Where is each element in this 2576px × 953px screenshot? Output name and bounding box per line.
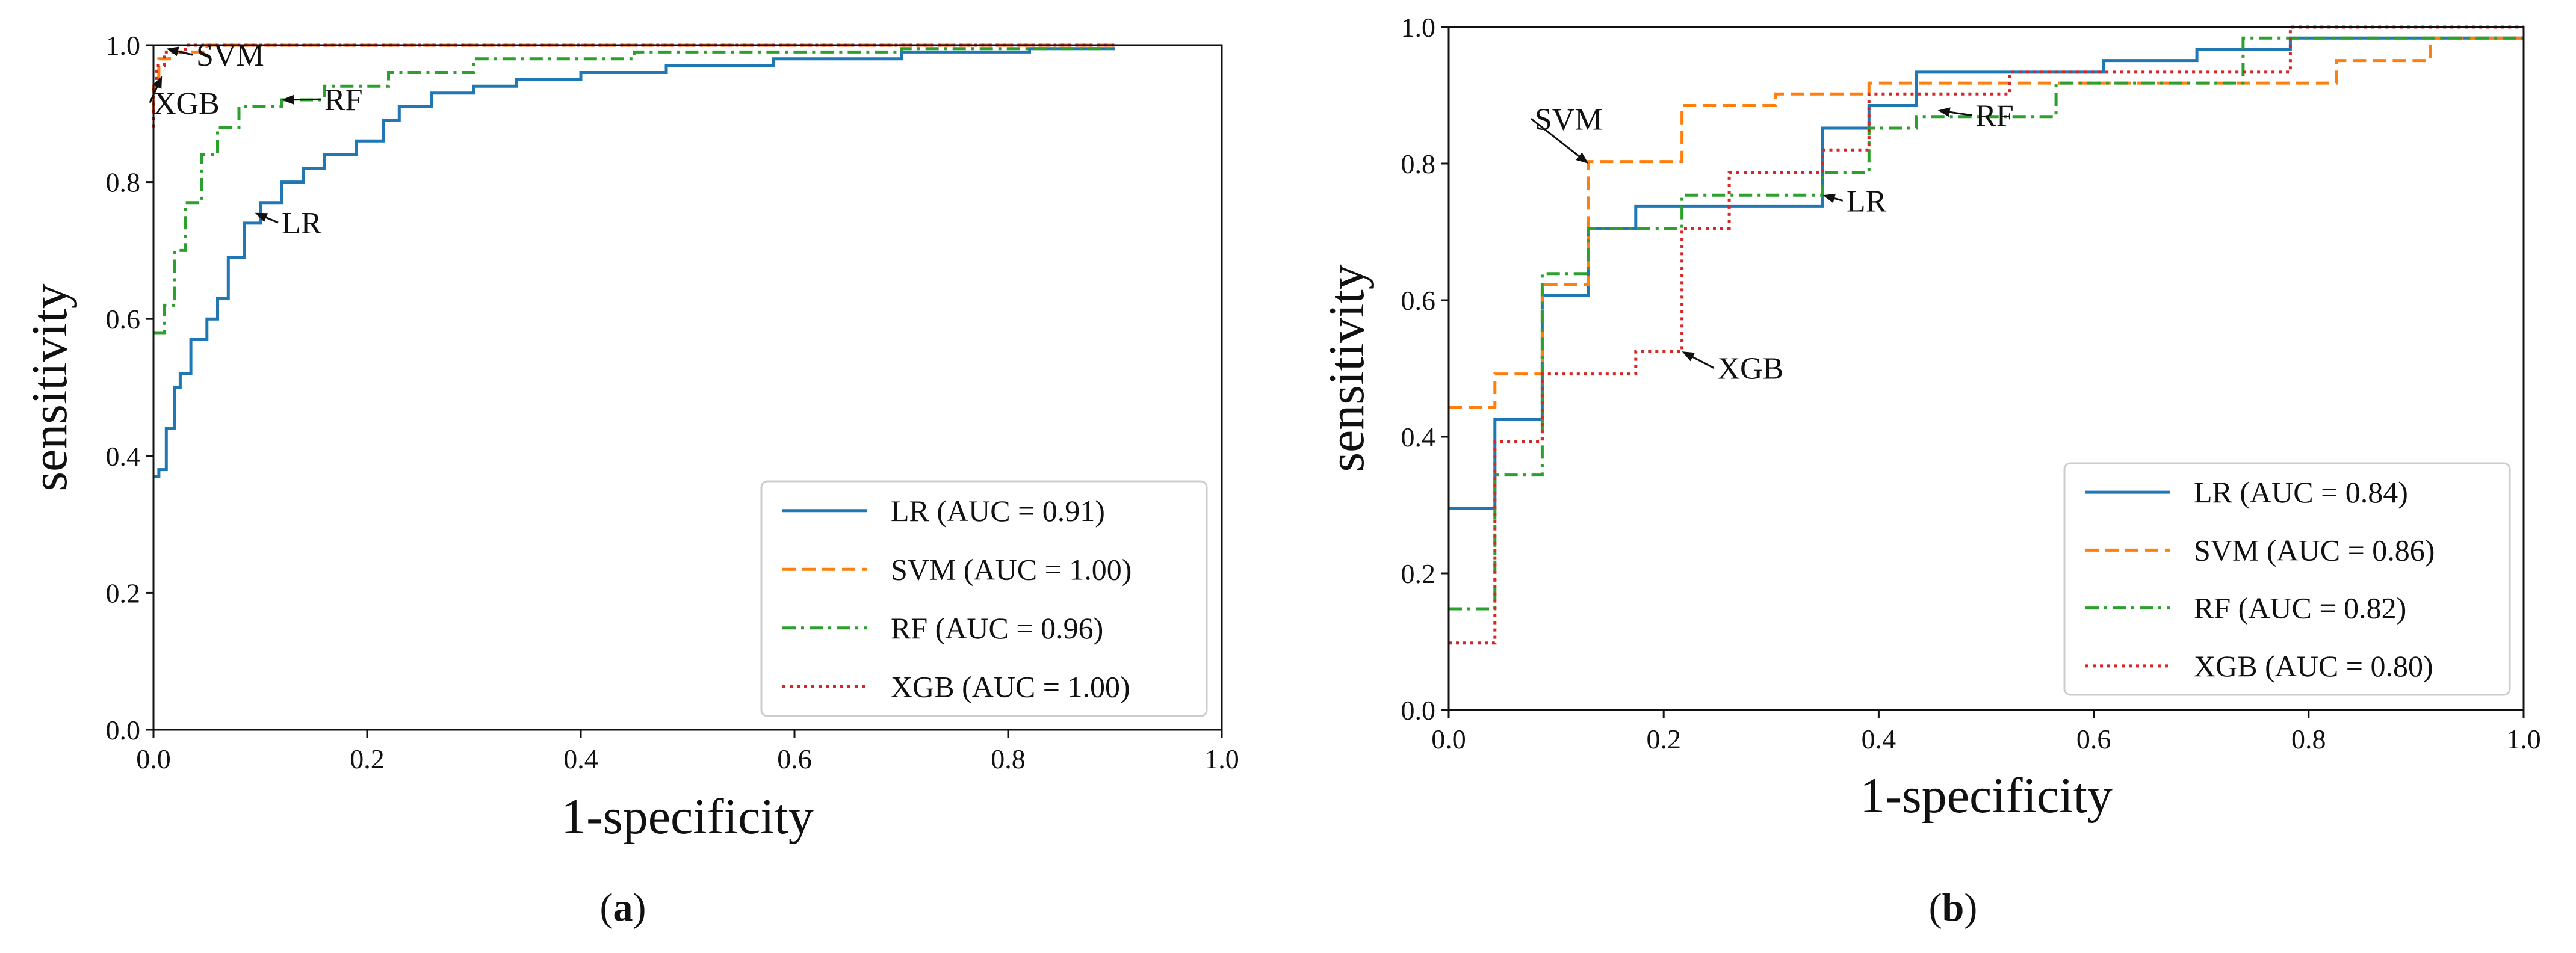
panel-a-annotation-arrowhead	[282, 94, 294, 105]
panel-a-xtick-label: 0.6	[777, 744, 812, 774]
panel-b-ytick-label: 0.2	[1401, 558, 1436, 589]
panel-b-annotation-lr: LR	[1847, 184, 1887, 218]
panel-b-xtick-label: 1.0	[2506, 724, 2541, 754]
panel-b-annotation-xgb: XGB	[1718, 352, 1784, 386]
panel-a-xtick-label: 1.0	[1204, 744, 1239, 774]
panel-a-legend-box	[760, 480, 1208, 717]
panel-a-legend-label-svm: SVM (AUC = 1.00)	[891, 552, 1132, 586]
panel-a-ytick-label: 0.4	[106, 441, 141, 472]
panel-a-legend: LR (AUC = 0.91) SVM (AUC = 1.00) RF (AUC =…	[760, 480, 1208, 717]
panel-b-ytick-label: 1.0	[1401, 12, 1436, 43]
panel-a-annotations: SVM XGB RF LR	[149, 39, 363, 241]
panel-a-plot-area	[152, 43, 1115, 478]
panel-a: 0.0 0.2 0.4 0.6 0.8 1.0 0.0 0.2 0.4 0.6 0.8 1.0 1-s…	[22, 30, 1239, 930]
panel-a-ytick-label: 1.0	[106, 30, 141, 61]
panel-b-annotation-arrowhead	[1682, 351, 1695, 362]
panel-b-legend-box	[2063, 462, 2511, 696]
panel-b-legend-label-rf: RF (AUC = 0.82)	[2194, 591, 2406, 625]
panel-b-legend-label-xgb: XGB (AUC = 0.80)	[2194, 649, 2433, 683]
panel-b-annotation-arrowhead	[1937, 107, 1951, 117]
panel-b-annotation-arrowhead	[1576, 152, 1589, 164]
panel-a-legend-label-xgb: XGB (AUC = 1.00)	[891, 670, 1130, 703]
panel-a-legend-label-rf: RF (AUC = 0.96)	[891, 611, 1103, 645]
panel-a-annotation-xgb: XGB	[153, 87, 220, 121]
panel-a-caption-letter: a	[613, 886, 633, 930]
panel-a-series-rf-line	[153, 47, 1115, 335]
panel-a-legend-label-lr: LR (AUC = 0.91)	[891, 494, 1105, 528]
panel-b-caption-close: )	[1964, 886, 1977, 930]
panel-b-annotation-arrow	[1530, 118, 1585, 161]
panel-b-plot-area	[1449, 25, 2524, 645]
panel-a-caption-close: )	[633, 886, 646, 930]
panel-b-xtick-label: 0.4	[1862, 724, 1896, 754]
panel-b-series-rf-line	[1449, 36, 2524, 611]
panel-a-xlabel: 1-specificity	[561, 789, 814, 845]
panel-a-ytick-label: 0.6	[106, 304, 141, 335]
panel-b-ylabel: sensitivity	[1319, 264, 1375, 472]
panel-b: 0.0 0.2 0.4 0.6 0.8 1.0 0.0 0.2 0.4 0.6 0.8 1.0 1-s…	[1319, 12, 2541, 930]
panel-a-annotation-svm: SVM	[196, 39, 264, 73]
panel-b-legend-label-lr: LR (AUC = 0.84)	[2194, 475, 2408, 509]
panel-a-ytick-label: 0.8	[106, 167, 141, 198]
panel-b-ticks: 0.0 0.2 0.4 0.6 0.8 1.0 0.0 0.2 0.4 0.6 0.8 1.0	[1401, 12, 2541, 754]
panel-a-ytick-label: 0.0	[106, 715, 141, 745]
panel-a-caption: (a)	[600, 886, 646, 930]
panel-b-caption: (b)	[1929, 886, 1978, 930]
panel-a-xtick-label: 0.2	[350, 744, 385, 774]
panel-a-annotation-lr: LR	[282, 206, 322, 241]
panel-a-annotation-arrowhead	[255, 212, 268, 222]
panel-b-annotation-rf: RF	[1975, 99, 2014, 134]
panel-a-xtick-label: 0.8	[991, 744, 1026, 774]
panel-b-xtick-label: 0.8	[2291, 724, 2326, 754]
panel-a-xtick-label: 0.4	[563, 744, 598, 774]
panel-b-annotation-arrowhead	[1822, 193, 1836, 203]
panel-a-axes-frame	[152, 44, 1223, 731]
panel-a-ytick-label: 0.2	[106, 578, 141, 608]
panel-b-caption-open: (	[1929, 886, 1942, 930]
panel-b-annotation-svm: SVM	[1535, 102, 1603, 137]
panel-b-xtick-label: 0.6	[2076, 724, 2111, 754]
panel-a-ticks: 0.0 0.2 0.4 0.6 0.8 1.0 0.0 0.2 0.4 0.6 0.8 1.0	[106, 30, 1239, 774]
panel-a-ylabel: sensitivity	[22, 283, 78, 491]
panel-a-annotation-arrowhead	[166, 46, 179, 57]
panel-b-ytick-label: 0.0	[1401, 695, 1436, 726]
panel-a-xtick-label: 0.0	[136, 744, 171, 774]
panel-b-xtick-label: 0.2	[1646, 724, 1681, 754]
panel-b-xlabel: 1-specificity	[1860, 768, 2113, 824]
panel-b-series-xgb-line	[1449, 25, 2524, 645]
panel-b-ytick-label: 0.6	[1401, 285, 1436, 316]
panel-b-legend: LR (AUC = 0.84) SVM (AUC = 0.86) RF (AUC =…	[2063, 462, 2511, 696]
panel-a-series-lr-line	[153, 47, 1115, 478]
panel-a-annotation-arrowhead	[152, 76, 163, 89]
panel-b-xtick-label: 0.0	[1431, 724, 1466, 754]
panel-a-series-xgb-line	[152, 43, 1115, 128]
panel-b-ytick-label: 0.8	[1401, 149, 1436, 179]
panel-a-caption-open: (	[600, 886, 613, 930]
panel-b-axes-frame	[1447, 26, 2525, 711]
panel-b-annotations: SVM RF LR XGB	[1530, 99, 2014, 386]
panel-b-ytick-label: 0.4	[1401, 422, 1436, 452]
panel-b-caption-letter: b	[1942, 886, 1965, 930]
panel-b-legend-label-svm: SVM (AUC = 0.86)	[2194, 533, 2435, 567]
panel-a-annotation-rf: RF	[324, 83, 363, 117]
